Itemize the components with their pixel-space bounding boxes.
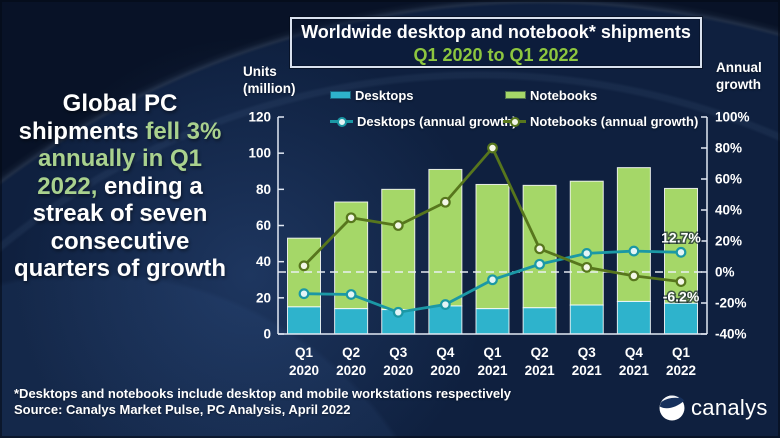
legend-item-desktops-growth: Desktops (annual growth)	[330, 113, 517, 129]
legend-item-desktops: Desktops	[330, 87, 414, 103]
legend-item-notebooks-growth: Notebooks (annual growth)	[503, 113, 699, 129]
x-axis-quarter-label: Q3	[578, 345, 597, 360]
x-axis-year-label: 2020	[289, 363, 319, 378]
bar-desktops	[522, 307, 557, 335]
x-axis-quarter-label: Q4	[625, 345, 644, 360]
right-axis-tick-label: 100%	[715, 110, 750, 125]
desktops-swatch-icon	[330, 91, 351, 99]
growth-line-dot	[675, 276, 687, 288]
growth-line-dot	[345, 289, 357, 300]
right-axis-tick-label: -20%	[715, 296, 747, 311]
chart-title-box: Worldwide desktop and notebook* shipment…	[290, 17, 702, 68]
legend-label: Notebooks	[530, 87, 598, 103]
desktops-growth-marker-icon	[330, 116, 353, 127]
growth-line-dot	[534, 258, 546, 270]
legend-item-notebooks: Notebooks	[505, 87, 598, 103]
x-axis-quarter-label: Q4	[436, 345, 455, 360]
left-axis-title: Units (million)	[243, 64, 296, 97]
growth-line-dot	[298, 260, 310, 272]
headline-segment-highlight: fell 3% annually in Q1 2022,	[37, 117, 222, 200]
x-axis-quarter-label: Q1	[672, 345, 691, 360]
bar-desktops	[475, 308, 510, 335]
left-axis-title-line2: (million)	[243, 80, 296, 96]
growth-line-dot	[487, 274, 498, 286]
right-axis-title-line1: Annual	[716, 60, 762, 75]
growth-line-dot	[439, 196, 451, 208]
growth-line-dot	[628, 245, 640, 257]
left-axis-title-line1: Units	[243, 64, 277, 79]
growth-line-dot	[392, 220, 404, 231]
bar-desktops	[616, 300, 651, 335]
left-axis-tick-label: 20	[256, 290, 271, 305]
growth-line-dot	[581, 247, 593, 259]
chart-subtitle: Q1 2020 to Q1 2022	[413, 45, 579, 65]
bar-notebooks	[381, 188, 416, 311]
data-label: -6.2%	[663, 289, 700, 305]
growth-line-dot	[439, 299, 451, 310]
bar-desktops	[569, 304, 604, 335]
x-axis-year-label: 2022	[666, 363, 696, 378]
x-axis-quarter-label: Q1	[483, 345, 502, 360]
bar-notebooks	[569, 180, 604, 306]
right-axis-tick-label: 80%	[715, 141, 742, 156]
right-axis-tick-label: 40%	[715, 203, 742, 218]
bar-notebooks	[616, 167, 651, 302]
right-axis-tick-label: 20%	[715, 234, 742, 249]
left-axis-tick-label: 60	[256, 218, 271, 233]
left-axis-tick-label: 0	[263, 327, 271, 342]
footnotes: *Desktops and notebooks include desktop …	[14, 386, 511, 418]
bar-desktops	[664, 302, 698, 335]
x-axis-year-label: 2020	[430, 363, 460, 378]
notebooks-growth-marker-icon	[503, 116, 526, 127]
x-axis-year-label: 2021	[525, 363, 556, 378]
bar-desktops	[428, 305, 463, 335]
x-axis-quarter-label: Q1	[295, 345, 314, 360]
legend-label: Desktops	[355, 87, 414, 103]
growth-line-dot	[675, 246, 687, 258]
data-label: 12.7%	[661, 229, 701, 245]
left-axis-tick-label: 120	[248, 110, 271, 125]
canalys-wordmark: canalys	[691, 395, 768, 420]
notebooks-swatch-icon	[505, 91, 526, 99]
x-axis-year-label: 2021	[477, 363, 508, 378]
x-axis-year-label: 2021	[619, 363, 650, 378]
left-axis-tick-label: 40	[256, 254, 271, 269]
bar-notebooks	[475, 183, 510, 310]
headline: Global PC shipments fell 3% annually in …	[12, 90, 228, 283]
canalys-logo: canalys	[659, 395, 768, 421]
growth-line-dot	[298, 288, 310, 300]
growth-line-dot	[581, 261, 593, 273]
x-axis-year-label: 2020	[336, 363, 366, 378]
right-axis-title: Annual growth	[716, 60, 762, 93]
legend-label: Desktops (annual growth)	[357, 113, 517, 129]
legend-label: Notebooks (annual growth)	[530, 113, 699, 129]
x-axis-quarter-label: Q2	[531, 345, 549, 360]
growth-line-dot	[534, 243, 546, 255]
growth-line-dot	[392, 306, 404, 318]
growth-line-dot	[487, 142, 498, 154]
headline-segment: Global PC shipments	[18, 90, 178, 145]
left-axis-tick-label: 100	[248, 146, 271, 161]
bar-desktops	[334, 308, 369, 335]
headline-segment: ending a streak of seven consecutive qua…	[13, 172, 226, 283]
right-axis-title-line2: growth	[716, 76, 761, 92]
right-axis-tick-label: 0%	[715, 265, 735, 280]
x-axis-quarter-label: Q2	[342, 345, 360, 360]
left-axis-tick-label: 80	[256, 182, 271, 197]
x-axis-year-label: 2020	[383, 363, 413, 378]
x-axis-quarter-label: Q3	[389, 345, 408, 360]
right-axis-tick-label: 60%	[715, 172, 742, 187]
chart-title: Worldwide desktop and notebook* shipment…	[301, 22, 691, 42]
x-axis-year-label: 2021	[572, 363, 603, 378]
footnote-definitions: *Desktops and notebooks include desktop …	[14, 386, 512, 401]
bar-desktops	[287, 306, 321, 335]
canalys-logo-icon	[659, 395, 685, 421]
growth-line-dot	[628, 270, 640, 282]
footnote-source: Source: Canalys Market Pulse, PC Analysi…	[14, 402, 351, 417]
growth-line-dot	[345, 212, 357, 224]
right-axis-tick-label: -40%	[715, 327, 747, 342]
